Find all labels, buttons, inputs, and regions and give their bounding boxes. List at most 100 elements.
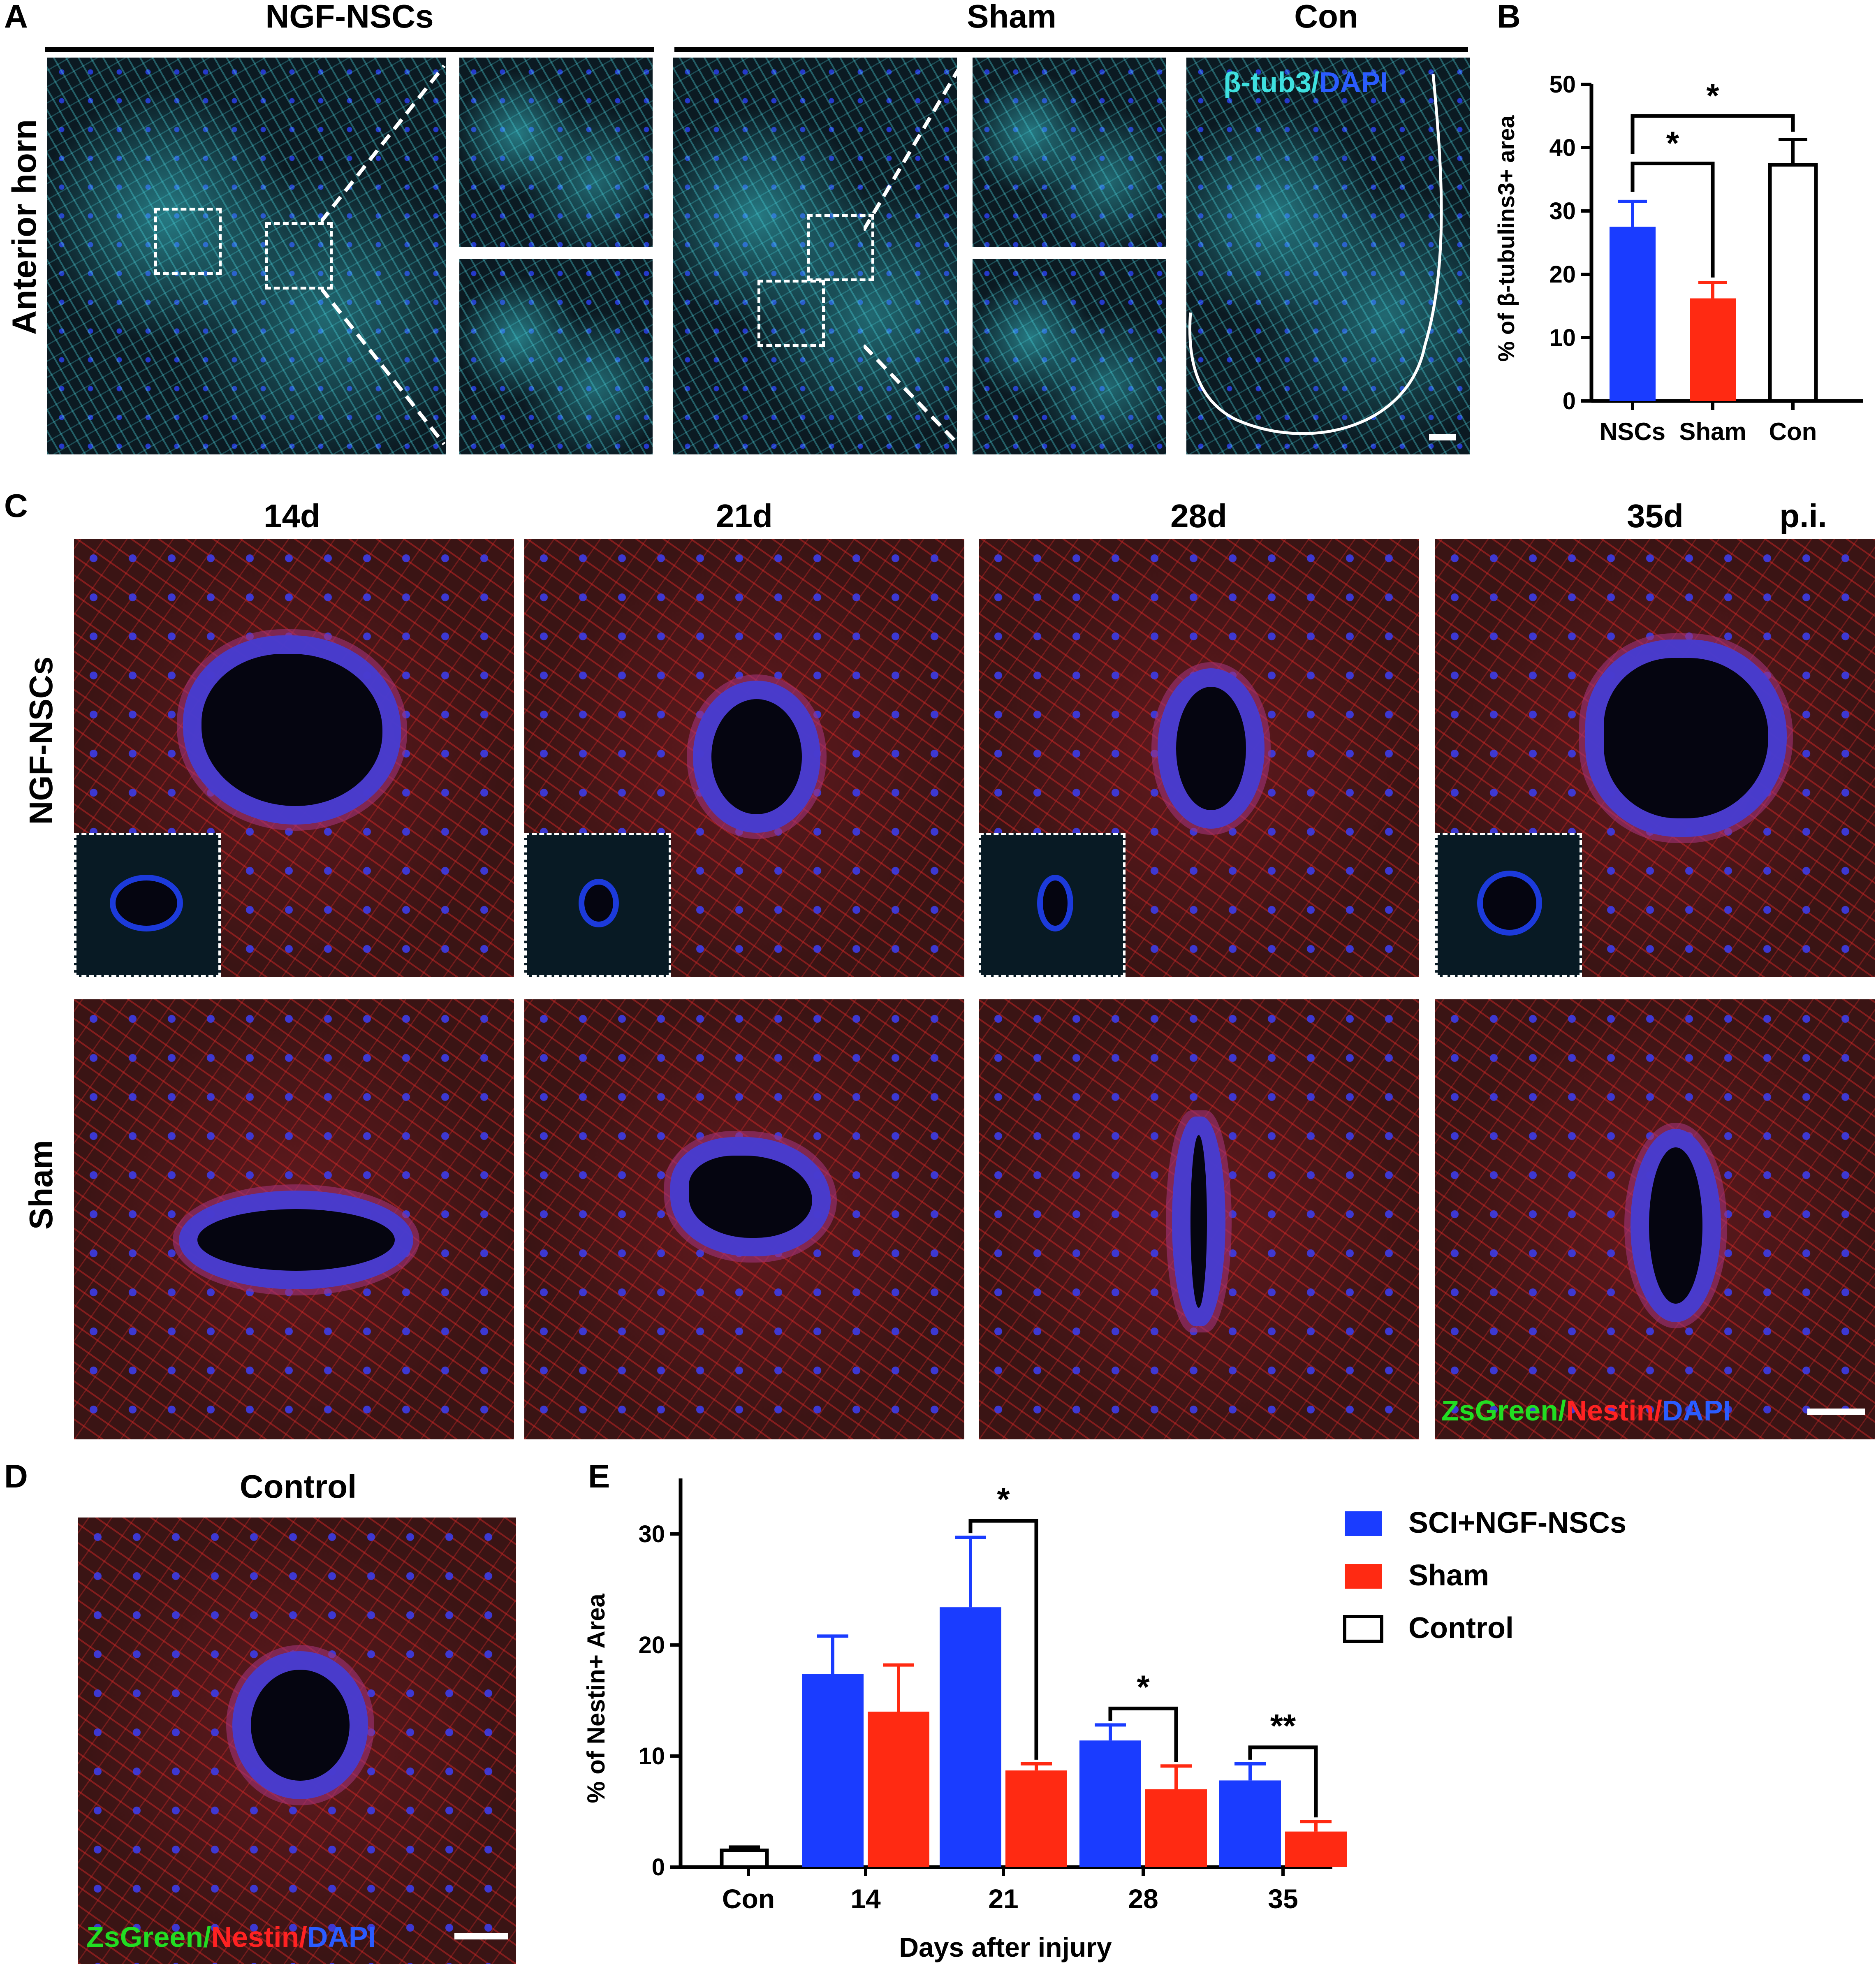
stain-sep-c2: / (1654, 1395, 1662, 1427)
image-sham-21d (524, 999, 964, 1439)
chart-e-xtick-label: 14 (850, 1884, 881, 1914)
stain-legend-c: ZsGreen/Nestin/DAPI (1441, 1394, 1731, 1427)
stain-dapi-d: DAPI (307, 1921, 376, 1953)
panel-d-title: Control (239, 1468, 357, 1505)
stain-beta-tub3: β-tub3 (1223, 66, 1311, 98)
panel-label-b: B (1497, 0, 1521, 35)
central-canal (1649, 1147, 1702, 1304)
scale-bar-d (454, 1933, 508, 1939)
chart-e-xtick-label: 28 (1128, 1884, 1158, 1914)
chart-b-sig-bracket (1630, 114, 1795, 154)
scale-bar-a (1429, 434, 1456, 440)
central-canal (1176, 687, 1246, 810)
chart-b-xtick-label: NSCs (1600, 418, 1665, 445)
chart-e-bar (1285, 1831, 1347, 1867)
chart-e-sig-label: * (997, 1481, 1010, 1518)
image-sham-28d (979, 999, 1419, 1439)
chart-e-bar (940, 1607, 1001, 1867)
chart-e-bar (868, 1712, 929, 1867)
stain-zsgreen-d: ZsGreen (86, 1921, 203, 1953)
stain-sep-d2: / (299, 1921, 307, 1953)
chart-b-bar (1690, 298, 1736, 401)
chart-b-sig-label: * (1706, 77, 1719, 114)
chart-e-legend-label: SCI+NGF-NSCs (1408, 1506, 1626, 1539)
chart-e-ytick-label: 30 (638, 1521, 665, 1548)
zoom-lines-sham (864, 69, 960, 446)
inset-28d (979, 833, 1126, 977)
zoom-lines-ngf-nscs (321, 65, 446, 445)
central-canal (711, 699, 802, 814)
chart-b-bar (1610, 227, 1656, 401)
image-sham-zoom-1 (973, 58, 1166, 247)
timepoint-35d: 35d (1627, 498, 1684, 534)
chart-b-xtick-label: Sham (1679, 418, 1746, 445)
panel-label-e: E (588, 1458, 610, 1494)
central-canal (201, 654, 382, 806)
image-control: ZsGreen/Nestin/DAPI (78, 1518, 516, 1964)
image-ngf-nscs-14d (74, 539, 514, 977)
central-canal (689, 1156, 812, 1238)
central-canal (197, 1209, 395, 1271)
chart-b: % of β-tubulins3+ area 0 10 20 30 40 50 NSCs Sh… (1493, 71, 1863, 445)
stain-sep-a: / (1311, 66, 1320, 98)
chart-e-legend-label: Control (1408, 1612, 1514, 1645)
chart-b-ytick-label: 30 (1549, 198, 1576, 225)
chart-e-bar (1079, 1740, 1141, 1867)
chart-e-xlabel: Days after injury (899, 1932, 1112, 1962)
chart-b-ytick-label: 20 (1549, 261, 1576, 288)
scale-bar-c (1807, 1409, 1865, 1415)
roi-box-1 (154, 208, 222, 275)
chart-e-bar (1145, 1789, 1207, 1867)
timepoint-14d: 14d (264, 498, 320, 534)
chart-e-xtick-label: 35 (1268, 1884, 1298, 1914)
group-underline-ngf-nscs (45, 47, 654, 52)
chart-e-ylabel: % of Nestin+ Area (582, 1594, 610, 1803)
chart-b-ytick-label: 10 (1549, 324, 1576, 351)
chart-e-ytick-label: 10 (638, 1743, 665, 1770)
roi-box-3 (807, 214, 874, 281)
panel-label-c: C (4, 487, 28, 524)
group-header-ngf-nscs: NGF-NSCs (265, 0, 434, 35)
chart-b-bar (1768, 163, 1818, 403)
chart-e-sig-label: * (1137, 1668, 1150, 1705)
image-ngf-nscs-21d (524, 539, 964, 977)
image-ngf-nscs-zoom-1 (459, 58, 653, 247)
central-canal (1190, 1135, 1207, 1308)
chart-b-xtick-label: Con (1769, 418, 1817, 445)
image-ngf-nscs-28d (979, 539, 1419, 977)
chart-e-bar (802, 1674, 864, 1867)
chart-e-legend-swatch (1345, 1564, 1382, 1589)
chart-e-sig-label: ** (1270, 1708, 1296, 1744)
chart-b-ylabel: % of β-tubulins3+ area (1493, 115, 1519, 362)
group-header-con: Con (1294, 0, 1358, 35)
chart-b-sig-bracket (1630, 162, 1715, 278)
image-sham-zoom-2 (973, 259, 1166, 454)
group-underline-con (1184, 47, 1468, 52)
stain-dapi-a: DAPI (1319, 66, 1388, 98)
stain-sep-c1: / (1558, 1395, 1566, 1427)
stain-nestin-d: Nestin (211, 1921, 299, 1953)
central-canal (1604, 658, 1768, 818)
central-canal (251, 1670, 350, 1781)
chart-e-legend-swatch (1345, 1511, 1382, 1536)
panel-label-d: D (4, 1458, 28, 1494)
chart-b-ytick-label: 50 (1549, 71, 1576, 98)
stain-sep-d1: / (203, 1921, 211, 1953)
group-header-sham: Sham (967, 0, 1056, 35)
chart-e-bar (1005, 1770, 1067, 1867)
chart-b-ytick-label: 40 (1549, 134, 1576, 161)
timepoint-21d: 21d (716, 498, 773, 534)
chart-e: % of Nestin+ Area Days after injury 0 10 2… (582, 1478, 1626, 1962)
gray-matter-outline (1188, 74, 1443, 435)
roi-box-4 (757, 280, 825, 347)
chart-e-xtick-label: 21 (988, 1884, 1018, 1914)
image-ngf-nscs-main (47, 58, 446, 454)
timepoint-28d: 28d (1170, 498, 1227, 534)
inset-35d (1435, 833, 1582, 977)
timepoint-suffix-pi: p.i. (1779, 498, 1827, 534)
chart-e-bar (720, 1849, 769, 1869)
image-sham-main (673, 58, 957, 454)
stain-nestin-c: Nestin (1566, 1395, 1654, 1427)
chart-e-ytick-label: 20 (638, 1632, 665, 1659)
image-ngf-nscs-zoom-2 (459, 259, 653, 454)
